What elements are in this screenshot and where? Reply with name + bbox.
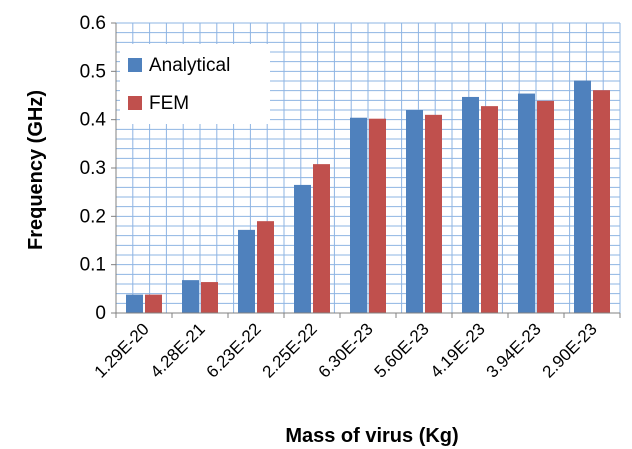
y-tick-label: 0.4 — [80, 110, 107, 131]
bar-analytical-1 — [182, 280, 199, 313]
bar-fem-6 — [481, 106, 498, 313]
bar-analytical-7 — [518, 93, 535, 313]
bar-fem-1 — [201, 282, 218, 313]
legend-box — [120, 44, 270, 124]
y-tick-label: 0.5 — [80, 61, 106, 82]
bar-analytical-2 — [238, 229, 255, 313]
bar-analytical-5 — [406, 110, 423, 313]
bar-analytical-4 — [350, 117, 367, 313]
x-tick-label: 2.90E-23 — [539, 319, 601, 381]
y-tick-label: 0.3 — [80, 158, 106, 179]
y-tick-label: 0.6 — [80, 13, 106, 34]
bar-fem-4 — [369, 118, 386, 313]
legend-swatch-fem — [128, 96, 142, 110]
bar-fem-7 — [537, 100, 554, 313]
y-axis-title: Frequency (GHz) — [25, 90, 47, 250]
x-axis-title: Mass of virus (Kg) — [285, 425, 458, 447]
x-tick-label: 6.23E-22 — [203, 319, 265, 381]
x-tick-label: 1.29E-20 — [91, 319, 153, 381]
x-tick-labels: 1.29E-204.28E-216.23E-222.25E-226.30E-23… — [91, 319, 601, 381]
x-tick-label: 6.30E-23 — [315, 319, 377, 381]
bar-fem-5 — [425, 114, 442, 313]
y-tick-label: 0.1 — [80, 255, 106, 276]
bar-fem-3 — [313, 164, 330, 313]
bar-analytical-8 — [574, 80, 591, 314]
legend-label-analytical: Analytical — [149, 55, 230, 76]
gridlines — [115, 22, 621, 314]
x-tick-label: 5.60E-23 — [371, 319, 433, 381]
bars — [126, 80, 610, 314]
x-tick-label: 3.94E-23 — [483, 319, 545, 381]
bar-fem-0 — [145, 294, 162, 313]
bar-fem-8 — [593, 90, 610, 313]
bar-fem-2 — [257, 221, 274, 313]
y-tick-label: 0.2 — [80, 206, 106, 227]
axes — [111, 22, 621, 318]
x-tick-label: 4.28E-21 — [147, 319, 209, 381]
y-tick-label: 0 — [95, 303, 106, 324]
legend-swatch-analytical — [128, 58, 142, 72]
bar-analytical-6 — [462, 96, 479, 313]
bar-analytical-0 — [126, 294, 143, 313]
y-tick-labels: 0 0.1 0.2 0.3 0.4 0.5 0.6 — [80, 13, 107, 324]
legend: Analytical FEM — [120, 44, 270, 124]
legend-label-fem: FEM — [149, 93, 189, 114]
bar-analytical-3 — [294, 184, 311, 313]
x-tick-label: 2.25E-22 — [259, 319, 321, 381]
x-tick-label: 4.19E-23 — [427, 319, 489, 381]
